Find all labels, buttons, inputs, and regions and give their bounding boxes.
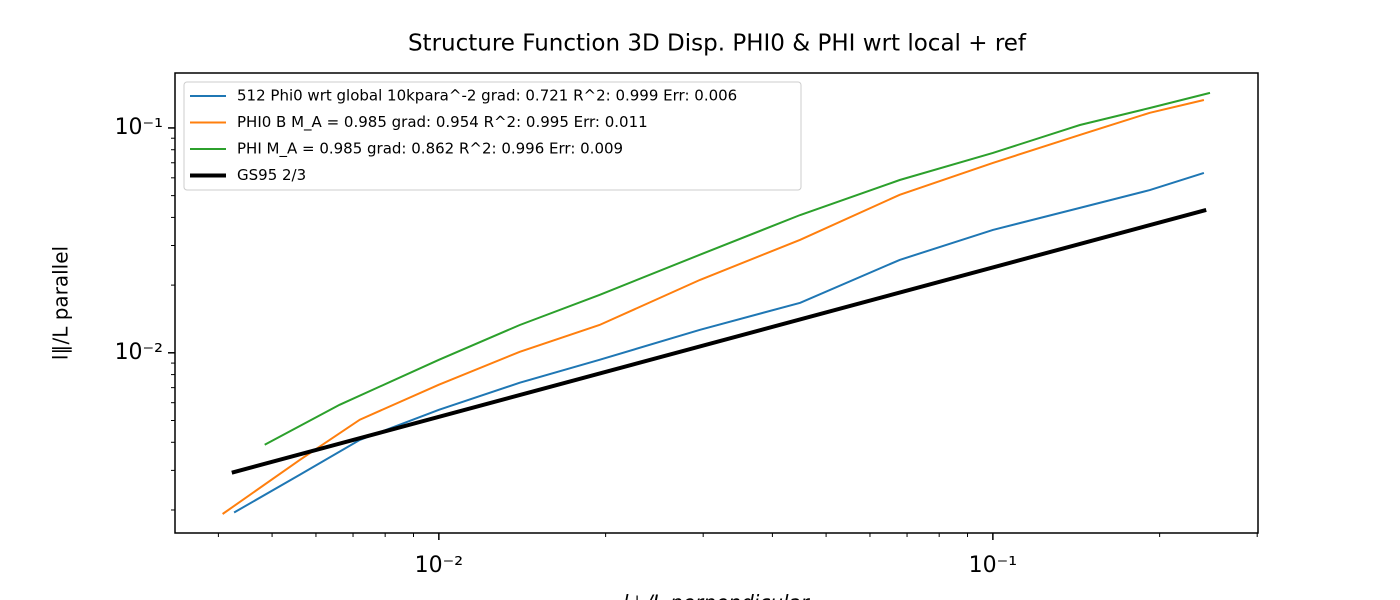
series-line <box>222 99 1205 515</box>
series-line <box>231 207 1207 475</box>
legend-label: PHI M_A = 0.985 grad: 0.862 R^2: 0.996 E… <box>237 140 623 159</box>
y-tick-label: 10⁻² <box>115 340 163 365</box>
legend-label: GS95 2/3 <box>237 166 306 184</box>
plot-frame <box>174 72 1259 534</box>
legend-box <box>183 81 802 191</box>
x-tick-label: 10⁻¹ <box>969 553 1017 578</box>
legend-label: PHI0 B M_A = 0.985 grad: 0.954 R^2: 0.99… <box>237 113 648 132</box>
series-line <box>264 91 1211 446</box>
y-tick-label: 10⁻¹ <box>115 115 163 140</box>
x-axis-label: l⊥/L perpendicular <box>623 591 811 600</box>
y-axis-label: l∥/L parallel <box>49 246 73 360</box>
x-tick-label: 10⁻² <box>415 553 463 578</box>
chart-title: Structure Function 3D Disp. PHI0 & PHI w… <box>408 31 1027 57</box>
legend-label: 512 Phi0 wrt global 10kpara^-2 grad: 0.7… <box>237 87 737 105</box>
